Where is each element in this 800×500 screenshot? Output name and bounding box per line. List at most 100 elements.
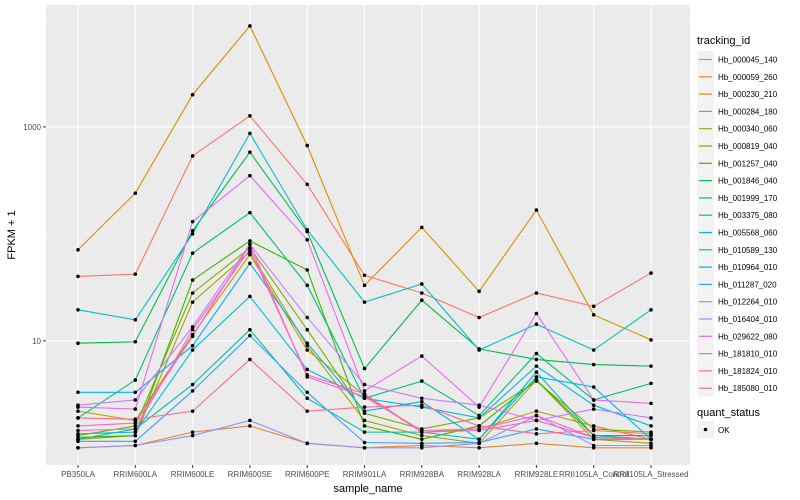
data-point (248, 150, 252, 155)
data-point (133, 424, 138, 428)
legend-item: Hb_005568_060 (697, 224, 778, 241)
legend-label: Hb_010964_010 (718, 263, 778, 272)
data-point (591, 348, 596, 352)
data-point (591, 304, 596, 309)
data-point (649, 307, 653, 312)
x-tick-label: RRIM928BA (400, 470, 445, 479)
data-point (305, 390, 310, 395)
data-point (133, 439, 138, 444)
x-tick-label: RRIM928LE (515, 470, 559, 479)
legend-item: Hb_016404_010 (697, 310, 778, 328)
data-point (248, 173, 252, 178)
x-tick-label: RRIM600LE (171, 470, 215, 479)
data-point (477, 416, 481, 420)
data-point (534, 409, 539, 413)
data-point (305, 268, 310, 272)
data-point (477, 424, 481, 428)
data-point (305, 348, 310, 352)
legend-title: tracking_id (697, 35, 750, 47)
data-point (477, 348, 481, 352)
legend-label: Hb_000059_260 (718, 73, 778, 82)
data-point (591, 407, 596, 411)
shape-legend-title: quant_status (697, 407, 760, 419)
x-axis-label: sample_name (333, 483, 402, 495)
shape-legend-label: OK (718, 426, 730, 435)
legend-item: Hb_000284_180 (697, 102, 778, 120)
data-point (248, 252, 252, 257)
legend-label: Hb_001257_040 (718, 159, 778, 168)
data-point (362, 440, 367, 445)
data-point (362, 391, 367, 396)
data-point (305, 283, 310, 288)
data-point (305, 341, 310, 345)
data-point (420, 445, 424, 450)
x-tick-label: RRIM901LA (343, 470, 387, 479)
legend-label: Hb_012264_010 (718, 298, 778, 307)
x-tick-label: PB350LA (61, 470, 95, 479)
data-point (190, 228, 195, 233)
data-point (477, 437, 481, 442)
data-point (420, 441, 424, 446)
legend-item: Hb_000059_260 (697, 68, 778, 86)
legend-item: Hb_000230_210 (697, 85, 778, 103)
data-point (76, 247, 80, 252)
data-point (591, 428, 596, 433)
data-point (305, 228, 310, 232)
data-point (133, 378, 138, 382)
data-point (477, 405, 481, 409)
data-point (477, 428, 481, 433)
data-point (76, 307, 80, 312)
data-point (190, 278, 195, 282)
data-point (248, 114, 252, 118)
data-point (534, 418, 539, 423)
x-tick-label: RRII105LA_Control (559, 470, 629, 479)
data-point (190, 251, 195, 255)
data-point (305, 143, 310, 148)
data-point (133, 433, 138, 438)
data-point (133, 191, 138, 195)
data-point (248, 249, 252, 254)
data-point (133, 417, 138, 421)
data-point (190, 325, 195, 329)
y-axis-label: FPKM + 1 (6, 210, 18, 259)
data-point (190, 154, 195, 158)
data-point (362, 405, 367, 409)
data-point (248, 424, 252, 428)
data-point (534, 378, 539, 382)
data-point (534, 413, 539, 418)
legend-item: Hb_012264_010 (697, 293, 778, 311)
legend-item: Hb_000819_040 (697, 137, 778, 155)
x-tick-label: RRIM600PE (285, 470, 329, 479)
data-point (190, 343, 195, 348)
data-point (420, 298, 424, 302)
y-tick-label: 10 (32, 337, 41, 346)
x-tick-label: RRIM928LA (457, 470, 501, 479)
data-point (420, 354, 424, 358)
data-point (190, 409, 195, 413)
data-point (190, 348, 195, 352)
data-point (133, 398, 138, 402)
data-point (477, 289, 481, 294)
data-point (477, 441, 481, 446)
data-point (649, 364, 653, 368)
data-point (76, 428, 80, 433)
legend-item: Hb_010589_130 (697, 241, 778, 259)
legend-label: Hb_011287_020 (718, 280, 777, 289)
data-point (420, 225, 424, 230)
data-point (305, 343, 310, 348)
data-point (305, 182, 310, 187)
data-point (76, 274, 80, 279)
data-point (305, 367, 310, 372)
legend: tracking_id Hb_000045_140 Hb_000059_260 Hb… (697, 35, 778, 438)
data-point (362, 430, 367, 434)
data-point (248, 327, 252, 332)
data-point (534, 357, 539, 362)
data-point (649, 432, 653, 436)
data-point (76, 432, 80, 436)
legend-item: Hb_010964_010 (697, 258, 778, 276)
data-point (362, 366, 367, 371)
data-point (305, 315, 310, 320)
data-point (76, 390, 80, 395)
data-point (76, 445, 80, 450)
